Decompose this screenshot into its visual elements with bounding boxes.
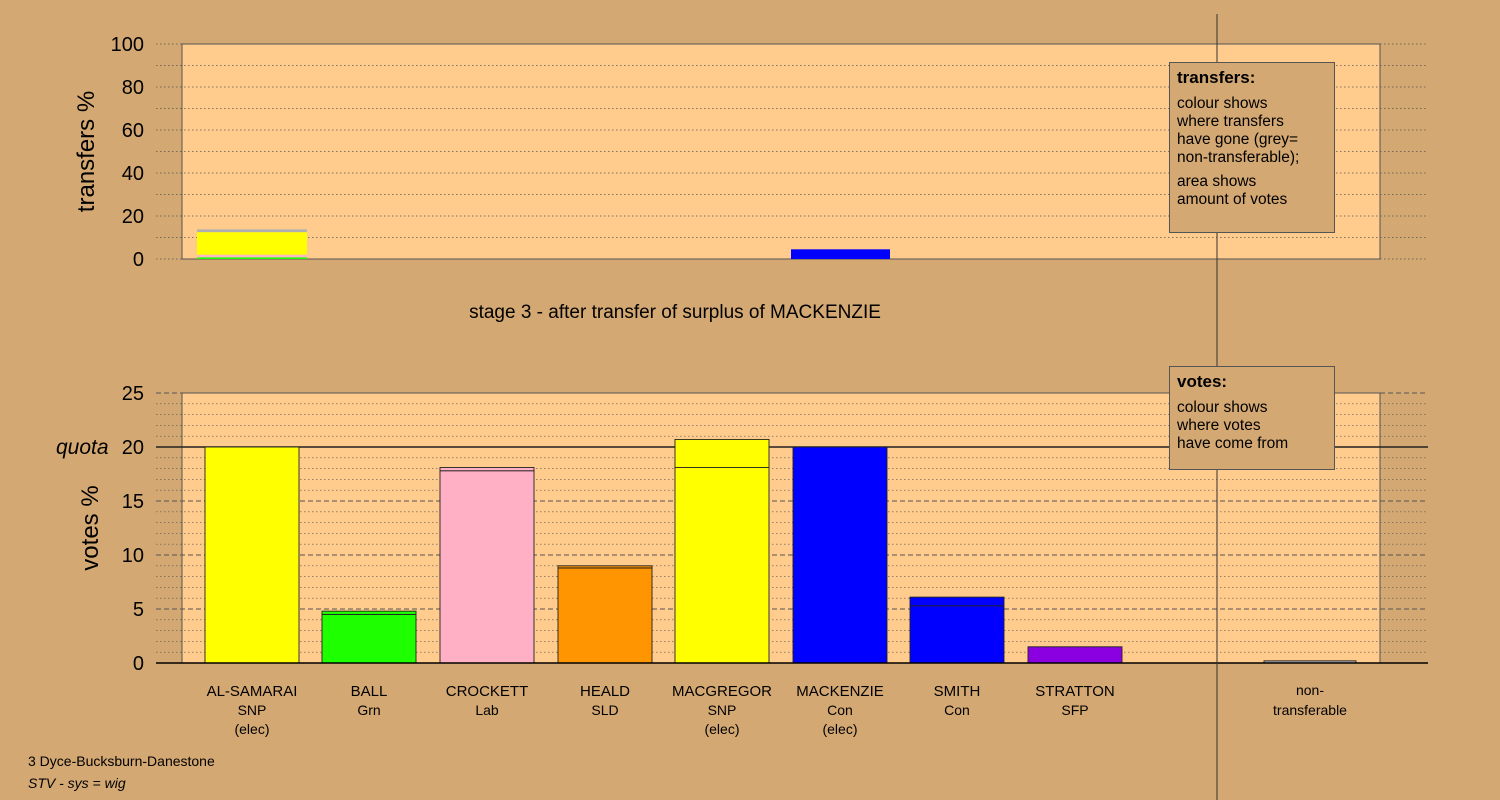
votes-legend: votes: colour shows where votes have com… bbox=[1169, 366, 1335, 470]
transfer-bar-segment bbox=[197, 229, 307, 233]
transfers-legend-line: have gone (grey= bbox=[1177, 131, 1299, 148]
category-name: MACGREGOR bbox=[672, 683, 772, 700]
transfers-tick-label: 80 bbox=[122, 77, 144, 99]
votes-legend-line: colour shows bbox=[1177, 399, 1268, 416]
category-label: non- bbox=[1296, 682, 1324, 698]
category-party: Con bbox=[944, 702, 970, 718]
vote-bar-segment bbox=[439, 467, 535, 472]
transfers-legend: transfers: colour shows where transfers … bbox=[1169, 62, 1335, 233]
transfers-tick-label: 20 bbox=[122, 206, 144, 228]
vote-bar-segment bbox=[321, 610, 417, 615]
quota-label: quota bbox=[56, 436, 109, 459]
category-name: MACKENZIE bbox=[796, 683, 884, 700]
category-name: CROCKETT bbox=[446, 683, 529, 700]
vote-bar-segment bbox=[792, 446, 888, 664]
vote-bar-segment bbox=[204, 446, 300, 664]
category-status: (elec) bbox=[234, 721, 269, 737]
transfer-bar-segment bbox=[197, 232, 307, 255]
footer-ward: 3 Dyce-Bucksburn-Danestone bbox=[28, 753, 215, 769]
category-party: Con bbox=[827, 702, 853, 718]
category-status: (elec) bbox=[822, 721, 857, 737]
transfers-tick-label: 0 bbox=[133, 249, 144, 271]
transfers-legend-line: non-transferable); bbox=[1177, 149, 1300, 166]
vote-bar-segment bbox=[674, 438, 770, 468]
transfers-legend-line: area shows bbox=[1177, 173, 1257, 190]
votes-tick-label: 5 bbox=[133, 599, 144, 621]
category-name: STRATTON bbox=[1035, 683, 1114, 700]
votes-legend-line: have come from bbox=[1177, 435, 1289, 452]
votes-tick-label: 10 bbox=[122, 545, 144, 567]
transfers-tick-label: 100 bbox=[111, 34, 144, 56]
votes-ylabel: votes % bbox=[77, 485, 104, 570]
category-party: Lab bbox=[475, 702, 499, 718]
category-party: SNP bbox=[238, 702, 267, 718]
category-name: AL-SAMARAI bbox=[207, 683, 298, 700]
votes-tick-label: 25 bbox=[122, 383, 144, 405]
votes-legend-title: votes: bbox=[1177, 372, 1228, 391]
transfers-ylabel: transfers % bbox=[73, 91, 100, 212]
vote-bar-segment bbox=[321, 613, 417, 664]
vote-bar-segment bbox=[909, 596, 1005, 607]
transfer-bar-segment bbox=[197, 254, 307, 258]
transfers-tick-label: 60 bbox=[122, 120, 144, 142]
transfer-bar-segment bbox=[791, 249, 890, 259]
category-party: Grn bbox=[357, 702, 380, 718]
vote-bar-segment bbox=[557, 567, 653, 664]
transfers-legend-title: transfers: bbox=[1177, 68, 1256, 87]
stage-title: stage 3 - after transfer of surplus of M… bbox=[469, 302, 881, 323]
votes-tick-label: 0 bbox=[133, 653, 144, 675]
category-party: SLD bbox=[591, 702, 618, 718]
vote-bar-segment bbox=[439, 470, 535, 664]
category-name: BALL bbox=[351, 683, 388, 700]
transfers-legend-line: amount of votes bbox=[1177, 191, 1288, 208]
votes-legend-line: where votes bbox=[1177, 417, 1261, 434]
footer-system: STV - sys = wig bbox=[28, 775, 126, 791]
votes-tick-label: 20 bbox=[122, 437, 144, 459]
votes-tick-label: 15 bbox=[122, 491, 144, 513]
vote-bar-segment bbox=[674, 467, 770, 664]
category-party: SNP bbox=[708, 702, 737, 718]
transfers-legend-line: colour shows bbox=[1177, 95, 1268, 112]
transfers-legend-line: where transfers bbox=[1177, 113, 1284, 130]
vote-bar-segment bbox=[1027, 646, 1123, 664]
transfer-bar-segment bbox=[197, 257, 307, 259]
category-status: (elec) bbox=[704, 721, 739, 737]
category-name: HEALD bbox=[580, 683, 630, 700]
category-label: transferable bbox=[1273, 702, 1347, 718]
vote-bar-segment bbox=[557, 565, 653, 569]
vote-bar-segment bbox=[909, 605, 1005, 664]
transfers-tick-label: 40 bbox=[122, 163, 144, 185]
category-name: SMITH bbox=[934, 683, 981, 700]
category-party: SFP bbox=[1061, 702, 1088, 718]
